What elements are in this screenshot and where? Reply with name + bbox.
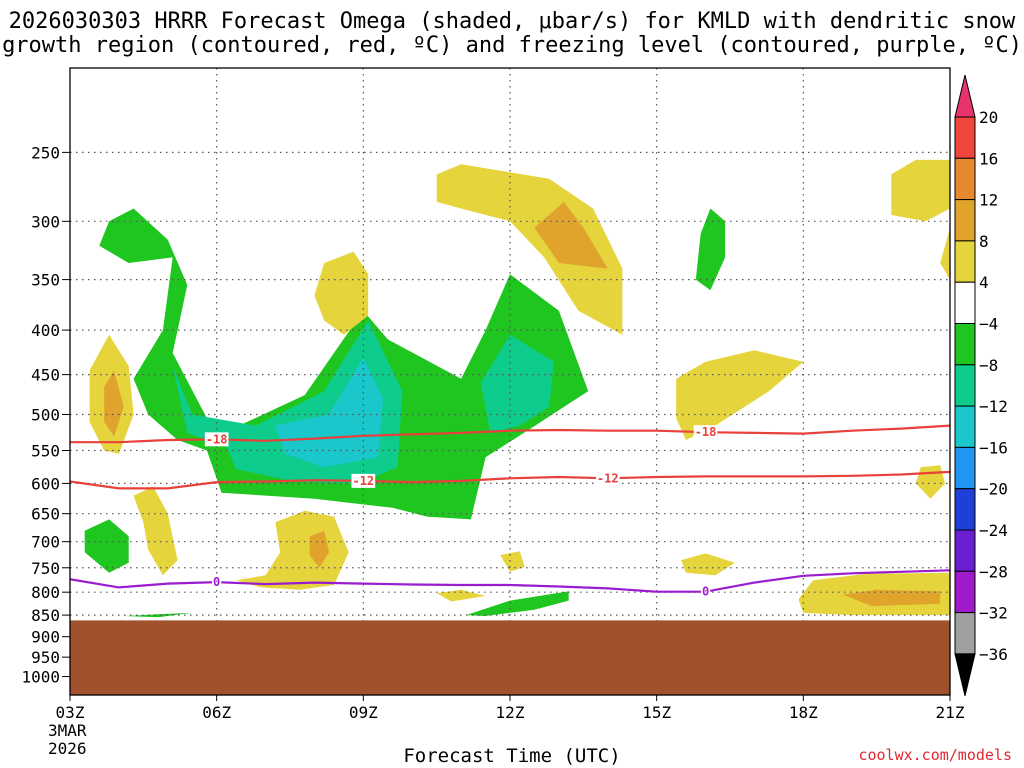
contour-label-0-0: -18 [206, 432, 228, 446]
x-tick-label-21Z: 21Z [936, 703, 965, 722]
x-axis-label: Forecast Time (UTC) [403, 745, 621, 767]
chart-title-line-1: 2026030303 HRRR Forecast Omega (shaded, … [8, 9, 1016, 34]
y-tick-label-500: 500 [31, 405, 60, 424]
y-axis-ticks: 250 300 350 400 450 500 550 600 650 700 750 800 850 9… [21, 143, 70, 687]
x-date-line-2: 2026 [48, 739, 87, 758]
contour-label-2-1: 0 [702, 585, 709, 599]
y-tick-label-950: 950 [31, 648, 60, 667]
omega-region-9 [534, 201, 608, 269]
y-tick-label-550: 550 [31, 442, 60, 461]
y-tick-label-800: 800 [31, 583, 60, 602]
y-tick-label-1000: 1000 [21, 668, 60, 687]
contour-label-bg-1-0 [351, 473, 376, 488]
contour-label-bg-0-1 [693, 425, 718, 440]
credit-text: coolwx.com/models [858, 746, 1012, 764]
omega-region-24 [940, 227, 950, 280]
omega-region-6 [123, 612, 193, 618]
y-tick-label-750: 750 [31, 559, 60, 578]
omega-region-3 [480, 334, 554, 433]
colorbar-band-3 [954, 240, 976, 283]
colorbar-band-12 [954, 612, 976, 655]
y-tick-label-650: 650 [31, 505, 60, 524]
colorbar-band-4 [954, 281, 976, 325]
contour-label-bg-0-0 [204, 432, 229, 447]
y-tick-label-450: 450 [31, 366, 60, 385]
y-tick-label-400: 400 [31, 321, 60, 340]
colorbar-bottom-arrow [954, 653, 976, 697]
colorbar-label-0: 20 [979, 108, 998, 127]
colorbar-label-12: −32 [979, 604, 1008, 623]
contour-label-bg-2-1 [700, 584, 711, 599]
y-tick-label-350: 350 [31, 271, 60, 290]
colorbar-band-5 [954, 323, 976, 366]
colorbar: 20 16 12 8 4 −4 −8 −12 −16 −20 −24 −28 −32 −36 [954, 74, 1008, 697]
x-tick-label-12Z: 12Z [496, 703, 525, 722]
colorbar-label-1: 16 [979, 149, 998, 168]
colorbar-label-8: −16 [979, 438, 1008, 457]
y-tick-label-900: 900 [31, 628, 60, 647]
colorbar-band-6 [954, 364, 976, 407]
omega-region-20 [681, 553, 735, 576]
omega-region-12 [104, 370, 124, 437]
contour-label-bg-2-0 [212, 575, 222, 590]
x-date-line-1: 3MAR [48, 721, 87, 740]
contour-line-1 [70, 470, 950, 490]
colorbar-band-0 [954, 116, 976, 159]
y-tick-label-850: 850 [31, 606, 60, 625]
y-tick-label-300: 300 [31, 212, 60, 231]
colorbar-label-2: 12 [979, 191, 998, 210]
chart-title-line-2: growth region (contoured, red, ºC) and f… [2, 33, 1022, 58]
x-tick-label-09Z: 09Z [349, 703, 378, 722]
colorbar-band-1 [954, 157, 976, 201]
colorbar-band-11 [954, 570, 976, 614]
omega-region-14 [236, 510, 349, 590]
colorbar-top-arrow [954, 74, 976, 118]
colorbar-label-7: −12 [979, 397, 1008, 416]
colorbar-band-8 [954, 446, 976, 490]
omega-region-17 [891, 159, 950, 222]
x-axis-ticks: 03Z 06Z 09Z 12Z 15Z 18Z 21Z [56, 695, 965, 722]
colorbar-label-3: 8 [979, 232, 989, 251]
x-tick-label-18Z: 18Z [789, 703, 818, 722]
colorbar-label-4: 4 [979, 273, 989, 292]
colorbar-label-10: −24 [979, 521, 1008, 540]
contour-layer: -18 -18 -12 -12 0 0 [70, 424, 950, 599]
colorbar-label-5: −4 [979, 315, 998, 334]
x-tick-label-15Z: 15Z [642, 703, 671, 722]
contour-label-bg-1-1 [595, 471, 620, 486]
omega-region-16 [676, 350, 804, 440]
colorbar-label-9: −20 [979, 480, 1008, 499]
y-tick-label-700: 700 [31, 533, 60, 552]
omega-region-5 [84, 519, 129, 573]
omega-region-8 [436, 164, 623, 335]
contour-label-0-1: -18 [695, 425, 717, 439]
colorbar-band-9 [954, 488, 976, 531]
omega-region-10 [314, 251, 369, 335]
omega-region-15 [309, 530, 330, 568]
terrain-fill [70, 620, 950, 695]
x-tick-label-06Z: 06Z [202, 703, 231, 722]
omega-region-7 [466, 591, 569, 616]
colorbar-label-6: −8 [979, 356, 998, 375]
colorbar-label-13: −36 [979, 645, 1008, 664]
contour-label-1-1: -12 [597, 471, 619, 485]
y-tick-label-250: 250 [31, 143, 60, 162]
omega-region-19 [842, 589, 941, 607]
colorbar-band-2 [954, 199, 976, 242]
contour-label-2-0: 0 [213, 575, 220, 589]
colorbar-band-10 [954, 529, 976, 572]
colorbar-band-7 [954, 405, 976, 448]
y-tick-label-600: 600 [31, 474, 60, 493]
omega-region-21 [500, 551, 525, 572]
omega-region-13 [133, 486, 178, 576]
x-tick-label-03Z: 03Z [56, 703, 85, 722]
omega-region-4 [695, 208, 726, 291]
colorbar-label-11: −28 [979, 562, 1008, 581]
contour-label-1-0: -12 [352, 474, 374, 488]
